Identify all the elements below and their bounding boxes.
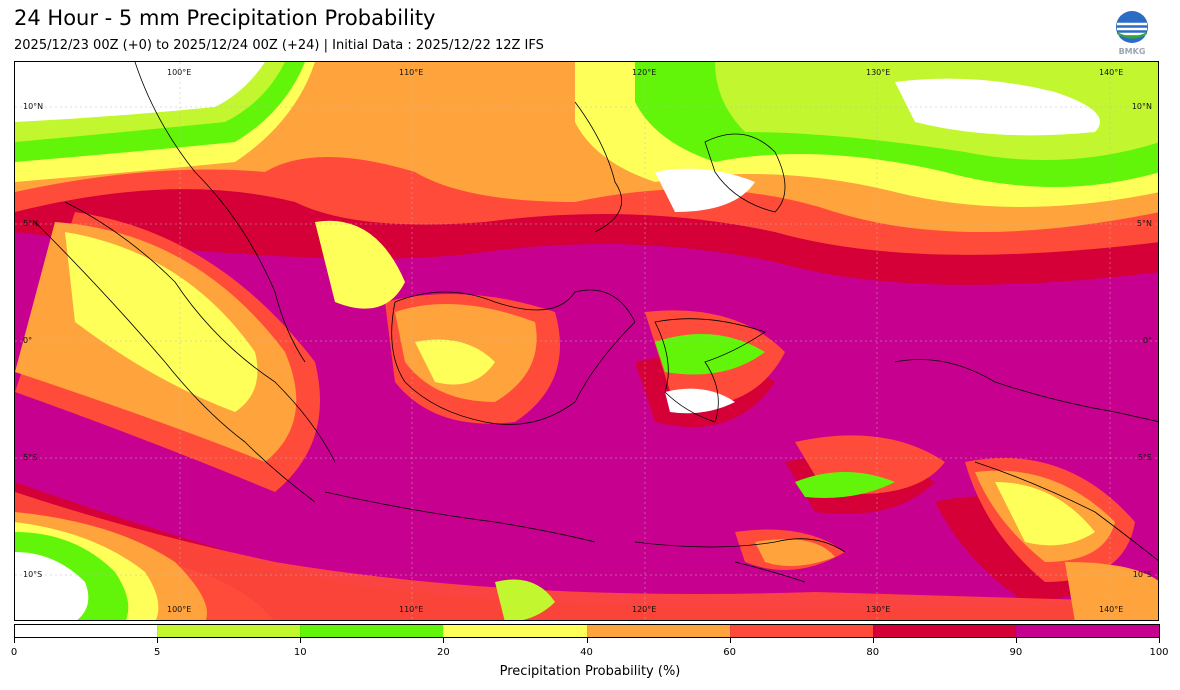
- colorbar-segment: [157, 625, 301, 637]
- colorbar-title: Precipitation Probability (%): [499, 664, 681, 679]
- colorbar-tick-label: 40: [580, 647, 593, 658]
- lat-label-left: 10°S: [23, 570, 43, 579]
- lon-label-top: 110°E: [399, 68, 424, 77]
- colorbar-tick-mark: [300, 638, 302, 643]
- lat-label-left: 5°S: [23, 453, 38, 462]
- lon-label-top: 140°E: [1099, 68, 1124, 77]
- colorbar-segment: [443, 625, 587, 637]
- chart-title: 24 Hour - 5 mm Precipitation Probability: [14, 6, 436, 30]
- colorbar-tick-mark: [14, 638, 15, 643]
- prob-0-5-regions: [15, 62, 1100, 620]
- lat-label-right: 5°N: [1136, 219, 1152, 228]
- colorbar-tick-mark: [157, 638, 159, 643]
- lat-label-right: 10°N: [1131, 102, 1152, 111]
- colorbar-tick-label: 60: [723, 647, 736, 658]
- colorbar-tick-mark: [729, 638, 731, 643]
- colorbar-tick-label: 100: [1149, 647, 1169, 658]
- lat-label-left: 0°: [23, 336, 33, 345]
- colorbar-tick-label: 10: [293, 647, 307, 658]
- colorbar-legend: [14, 624, 1160, 638]
- lon-label-bottom: 130°E: [866, 605, 891, 614]
- precipitation-map: 100°E 110°E 120°E 130°E 140°E 100°E 110°…: [14, 61, 1159, 621]
- colorbar-tick-label: 20: [437, 647, 450, 658]
- colorbar-tick-mark: [872, 638, 874, 643]
- lat-label-left: 10°N: [23, 102, 44, 111]
- lon-label-top: 120°E: [632, 68, 657, 77]
- map-canvas: [15, 62, 1158, 620]
- lon-label-bottom: 110°E: [399, 605, 424, 614]
- logo-text: BMKG: [1119, 47, 1146, 56]
- colorbar-segment: [729, 625, 873, 637]
- colorbar-tick-label: 0: [10, 647, 18, 658]
- colorbar-tick-mark: [1015, 638, 1017, 643]
- colorbar-segment: [1015, 625, 1159, 637]
- bmkg-logo-icon: BMKG: [1116, 11, 1148, 56]
- lat-label-left: 5°N: [23, 219, 39, 228]
- colorbar-segment: [586, 625, 730, 637]
- chart-subtitle: 2025/12/23 00Z (+0) to 2025/12/24 00Z (+…: [14, 38, 544, 53]
- colorbar-segment: [872, 625, 1016, 637]
- lat-label-right: 0°: [1142, 336, 1152, 345]
- lat-label-right: 5°S: [1137, 453, 1152, 462]
- colorbar-tick-mark: [443, 638, 445, 643]
- colorbar-tick-label: 90: [1009, 647, 1023, 658]
- lon-label-bottom: 140°E: [1099, 605, 1124, 614]
- lon-label-bottom: 100°E: [167, 605, 192, 614]
- map-gridlines: [15, 62, 1158, 620]
- colorbar-segment: [300, 625, 444, 637]
- lon-label-bottom: 120°E: [632, 605, 657, 614]
- colorbar-segment: [15, 625, 158, 637]
- lat-label-right: 10°S: [1132, 570, 1152, 579]
- colorbar-tick-mark: [586, 638, 588, 643]
- colorbar-tick-mark: [1159, 638, 1160, 643]
- colorbar-tick-label: 5: [153, 647, 161, 658]
- lon-label-top: 100°E: [167, 68, 192, 77]
- colorbar-tick-label: 80: [866, 647, 880, 658]
- coastlines: [34, 62, 1158, 583]
- lon-label-top: 130°E: [866, 68, 891, 77]
